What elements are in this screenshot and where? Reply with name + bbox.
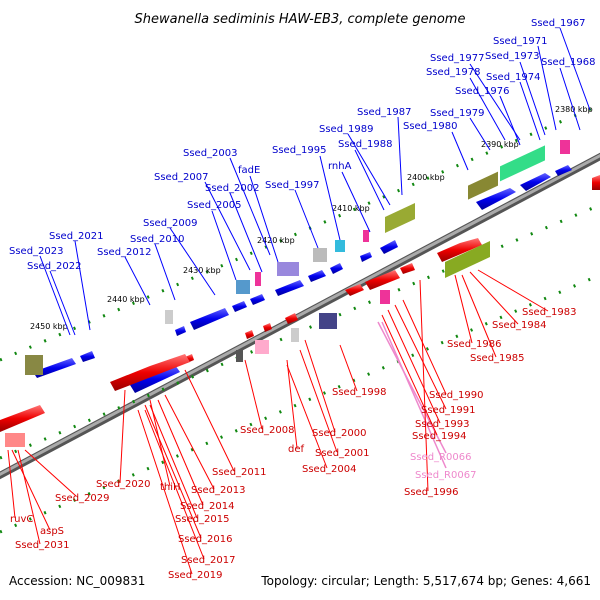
gene-label: Ssed_2019 — [168, 570, 223, 581]
kbp-label: 2410 kbp — [332, 204, 370, 213]
reverse-leader-lines — [7, 269, 549, 575]
gene-label: Ssed_1985 — [470, 353, 525, 364]
kbp-label: 2430 kbp — [183, 266, 221, 275]
rna-labels: Ssed_R0066 Ssed_R0067 — [410, 452, 476, 481]
gene-label: Ssed_1986 — [447, 339, 502, 350]
gene-label: Ssed_1994 — [412, 431, 467, 442]
feature-blocks — [5, 140, 570, 447]
gene-label: Ssed_1987 — [357, 107, 412, 118]
gene-label: Ssed_2016 — [178, 534, 233, 545]
gene-label: Ssed_1977 — [430, 53, 485, 64]
gene-label: Ssed_1991 — [421, 405, 476, 416]
gene-label: Ssed_1995 — [272, 145, 327, 156]
gene-arrow — [476, 188, 516, 210]
gene-label: def — [288, 444, 305, 455]
gene-label: Ssed_2002 — [205, 183, 260, 194]
gene-label: Ssed_1976 — [455, 86, 510, 97]
reverse-labels: Ssed_1983 Ssed_1984 Ssed_1986 Ssed_1985 … — [10, 307, 577, 581]
gene-label: Ssed_1971 — [493, 36, 548, 47]
gene-label: Ssed_2017 — [181, 555, 236, 566]
gene-label: Ssed_1989 — [319, 124, 374, 135]
gene-label: Ssed_2023 — [9, 246, 64, 257]
kbp-tick-labels: 2380 kbp 2390 kbp 2400 kbp 2410 kbp 2420… — [30, 105, 593, 331]
gene-label: Ssed_1997 — [265, 180, 320, 191]
gene-label: Ssed_1983 — [522, 307, 577, 318]
gene-label: Ssed_2004 — [302, 464, 357, 475]
gene-label: Ssed_R0066 — [410, 452, 471, 463]
gene-label: Ssed_1996 — [404, 487, 459, 498]
gene-label: Ssed_1978 — [426, 67, 481, 78]
gene-label: rnhA — [328, 161, 352, 172]
gene-label: Ssed_2011 — [212, 467, 267, 478]
gene-label: Ssed_1967 — [531, 18, 586, 29]
map-title: Shewanella sediminis HAW-EB3, complete g… — [135, 12, 466, 27]
gene-label: Ssed_1998 — [332, 387, 387, 398]
gene-label: Ssed_2008 — [240, 425, 295, 436]
gene-label: Ssed_2020 — [96, 479, 151, 490]
gene-label: Ssed_2029 — [55, 493, 110, 504]
gene-label: Ssed_2009 — [143, 218, 198, 229]
gene-label: ruvC — [10, 514, 33, 525]
gene-label: Ssed_R0067 — [415, 470, 476, 481]
kbp-label: 2450 kbp — [30, 322, 68, 331]
topology-text: Topology: circular; Length: 5,517,674 bp… — [260, 574, 591, 588]
gene-label: thiH — [160, 482, 181, 493]
forward-leader-lines — [39, 27, 591, 336]
gene-label: Ssed_1968 — [541, 57, 596, 68]
gene-label: aspS — [40, 526, 64, 537]
gene-label: Ssed_2014 — [180, 501, 235, 512]
reverse-features — [0, 175, 600, 432]
gene-label: Ssed_1993 — [415, 419, 470, 430]
gene-label: Ssed_2007 — [154, 172, 209, 183]
gene-label: Ssed_1984 — [492, 320, 547, 331]
gene-label: Ssed_1990 — [429, 390, 484, 401]
kbp-label: 2400 kbp — [407, 173, 445, 182]
gene-label: Ssed_2021 — [49, 231, 104, 242]
gene-label: Ssed_2031 — [15, 540, 70, 551]
gene-label: Ssed_1979 — [430, 108, 485, 119]
forward-features — [33, 165, 572, 393]
gene-label: Ssed_2012 — [97, 247, 152, 258]
gene-label: Ssed_2015 — [175, 514, 230, 525]
gene-label: Ssed_2000 — [312, 428, 367, 439]
gene-label: Ssed_2005 — [187, 200, 242, 211]
gene-label: Ssed_2001 — [315, 448, 370, 459]
gene-label: fadE — [238, 165, 260, 176]
rna-features — [377, 321, 447, 469]
gene-label: Ssed_1988 — [338, 139, 393, 150]
gene-label: Ssed_1980 — [403, 121, 458, 132]
forward-labels: Ssed_1967 Ssed_1971 Ssed_1968 Ssed_1973 … — [9, 18, 596, 272]
gene-label: Ssed_2022 — [27, 261, 82, 272]
accession-text: Accession: NC_009831 — [9, 574, 145, 588]
gene-label: Ssed_2013 — [191, 485, 246, 496]
gene-label: Ssed_2003 — [183, 148, 238, 159]
genome-backbone — [0, 152, 600, 480]
gene-label: Ssed_1973 — [485, 51, 540, 62]
gene-label: Ssed_1974 — [486, 72, 541, 83]
kbp-label: 2420 kbp — [257, 236, 295, 245]
kbp-label: 2440 kbp — [107, 295, 145, 304]
gene-label: Ssed_2010 — [130, 234, 185, 245]
kbp-label: 2390 kbp — [481, 140, 519, 149]
